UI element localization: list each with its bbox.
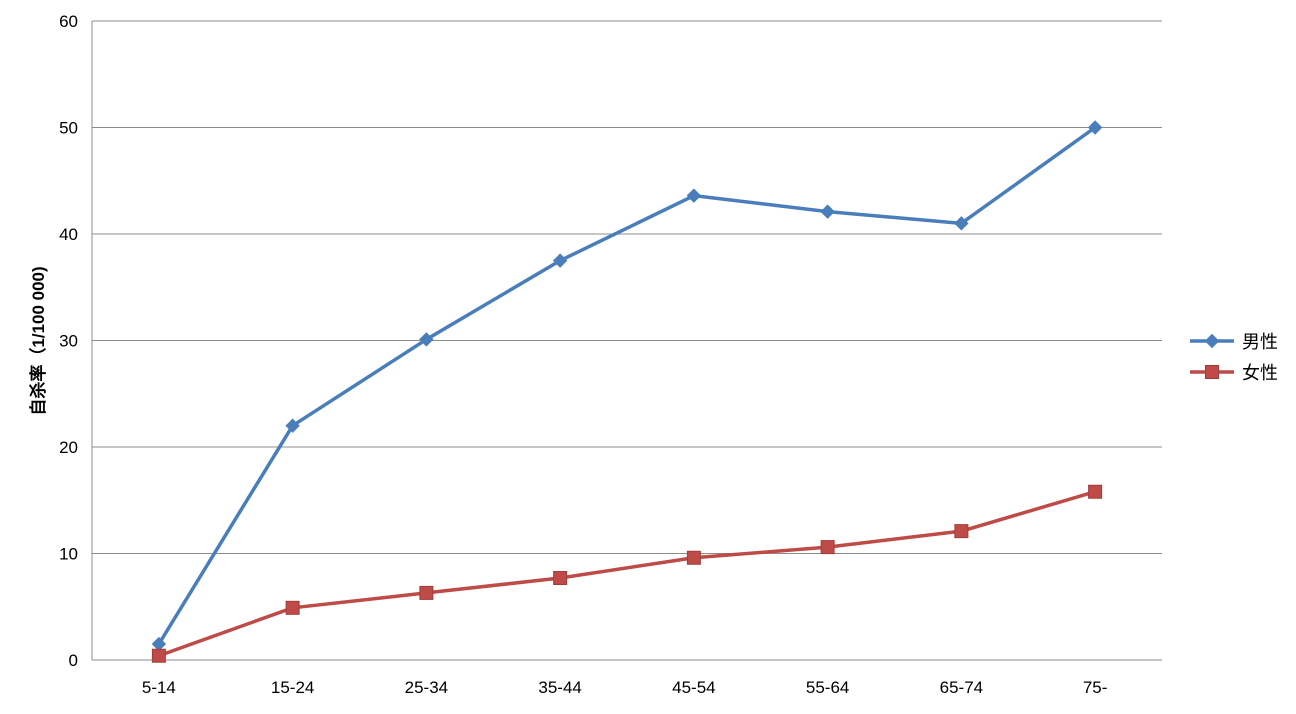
x-tick-label: 35-44 (538, 678, 581, 697)
data-point (285, 600, 300, 615)
x-tick-label: 15-24 (271, 678, 314, 697)
x-tick-labels: 5-14 15-24 25-34 35-44 45-54 55-64 65-74 75- (142, 678, 1108, 697)
y-tick-label: 30 (59, 332, 78, 351)
data-point (285, 418, 300, 433)
data-point (1088, 484, 1103, 499)
series-1 (151, 120, 1103, 652)
data-point (151, 648, 166, 663)
x-tick-label: 25-34 (405, 678, 448, 697)
data-point (820, 204, 835, 219)
y-tick-label: 0 (69, 651, 78, 670)
data-point (820, 540, 835, 555)
legend-item: 男性 (1190, 332, 1278, 353)
legend-label: 女性 (1242, 363, 1278, 384)
y-tick-label: 60 (59, 12, 78, 31)
data-point (954, 524, 969, 539)
y-tick-label: 20 (59, 438, 78, 457)
y-tick-labels: 0 10 20 30 40 50 60 (59, 12, 78, 670)
x-tick-label: 55-64 (806, 678, 849, 697)
legend-marker (1205, 365, 1219, 379)
legend-marker (1204, 333, 1220, 349)
y-tick-label: 50 (59, 119, 78, 138)
data-point (553, 570, 568, 585)
legend-label: 男性 (1242, 332, 1278, 353)
data-point (419, 332, 434, 347)
data-point (686, 550, 701, 565)
data-point (1087, 120, 1103, 135)
y-tick-label: 10 (59, 545, 78, 564)
series-layer (151, 120, 1103, 663)
x-tick-label: 45-54 (672, 678, 715, 697)
x-tick-label: 65-74 (940, 678, 983, 697)
series-line (158, 490, 1096, 658)
data-point (419, 585, 434, 600)
axes (91, 21, 1162, 661)
data-point (552, 253, 568, 268)
y-axis-label: 自杀率（1/100 000) (28, 266, 48, 415)
x-tick-label: 5-14 (142, 678, 176, 697)
gridlines (92, 20, 1162, 554)
series-line (157, 126, 1097, 645)
series-2 (151, 484, 1103, 663)
legend-item: 女性 (1190, 363, 1278, 384)
y-tick-label: 40 (59, 225, 78, 244)
data-point (954, 216, 969, 231)
x-tick-label: 75- (1083, 678, 1108, 697)
data-point (686, 188, 702, 203)
